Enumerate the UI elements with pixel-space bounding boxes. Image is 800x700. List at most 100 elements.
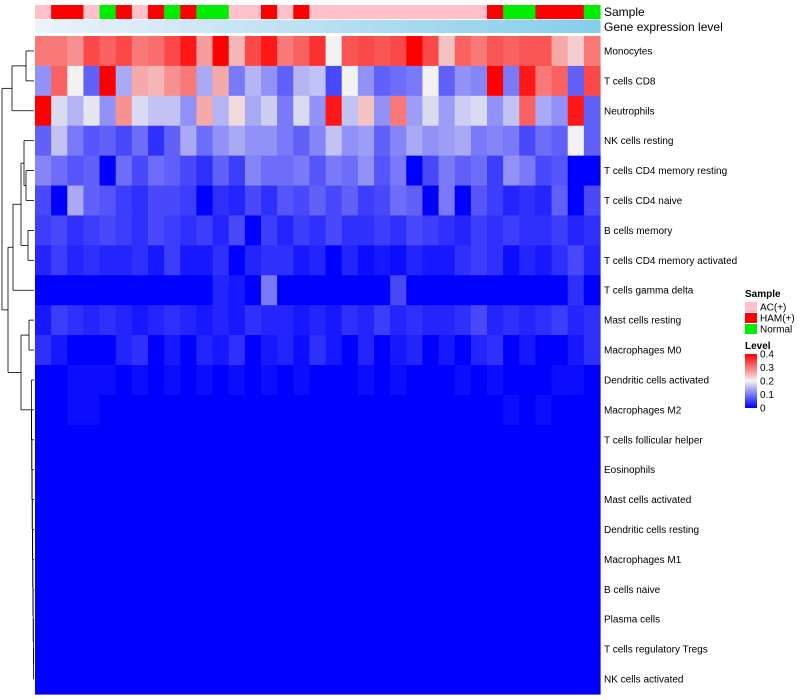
heatmap-cell bbox=[35, 215, 52, 246]
heatmap-cell bbox=[325, 574, 343, 605]
heatmap-cell bbox=[487, 454, 504, 486]
row-label: Plasma cells bbox=[604, 615, 660, 626]
heatmap-cell bbox=[454, 365, 472, 396]
heatmap-cell bbox=[503, 335, 520, 366]
heatmap-cell bbox=[180, 604, 198, 635]
heatmap-cell bbox=[309, 125, 327, 157]
heatmap-cell bbox=[422, 245, 440, 276]
heatmap-cell bbox=[551, 36, 569, 67]
heatmap-cell bbox=[325, 604, 343, 635]
heatmap-cell bbox=[277, 365, 294, 396]
sample-annotation-cell bbox=[567, 5, 585, 19]
heatmap-cell bbox=[293, 275, 311, 306]
heatmap-cell bbox=[583, 604, 601, 635]
row-label: Eosinophils bbox=[604, 465, 655, 476]
heatmap-cell bbox=[325, 95, 343, 127]
heatmap-cell bbox=[438, 544, 456, 575]
heatmap-cell bbox=[374, 365, 391, 396]
heatmap-cell bbox=[244, 125, 262, 157]
heatmap-cell bbox=[374, 424, 391, 456]
heatmap-cell bbox=[115, 215, 133, 246]
heatmap-cell bbox=[164, 215, 181, 246]
heatmap-cell bbox=[325, 664, 343, 695]
heatmap-cell bbox=[422, 125, 440, 157]
heatmap-cell bbox=[51, 95, 68, 127]
heatmap-cell bbox=[374, 664, 391, 695]
heatmap-cell bbox=[487, 634, 504, 665]
heatmap-cell bbox=[277, 454, 294, 486]
heatmap-cell bbox=[583, 424, 601, 456]
heatmap-cell bbox=[535, 514, 553, 546]
sample-annotation-cell bbox=[470, 5, 488, 19]
sample-annotation-cell bbox=[406, 5, 424, 19]
sample-annotation-cell bbox=[131, 5, 149, 19]
heatmap-cell bbox=[567, 574, 585, 605]
heatmap-cell bbox=[341, 275, 359, 306]
heatmap-cell bbox=[148, 544, 165, 575]
level-legend-tick-label: 0.2 bbox=[760, 377, 774, 388]
heatmap-cell bbox=[583, 634, 601, 665]
heatmap-cell bbox=[148, 365, 165, 396]
sample-annotation-cell bbox=[148, 5, 165, 19]
heatmap-cell bbox=[519, 544, 537, 575]
heatmap-cell bbox=[131, 215, 149, 246]
heatmap-cell bbox=[438, 215, 456, 246]
heatmap-cell bbox=[406, 185, 424, 217]
level-legend-tick-label: 0.4 bbox=[760, 350, 774, 361]
heatmap-cell bbox=[390, 305, 407, 336]
heatmap-cell bbox=[309, 484, 327, 516]
heatmap-cell bbox=[228, 36, 246, 67]
heatmap-cell bbox=[519, 454, 537, 486]
heatmap-cell bbox=[567, 95, 585, 127]
row-label: T cells regulatory Tregs bbox=[604, 645, 708, 656]
gene-expression-annotation-cell bbox=[551, 20, 569, 33]
heatmap-cell bbox=[406, 305, 424, 336]
heatmap-cell bbox=[83, 454, 101, 486]
row-label: B cells naive bbox=[604, 585, 661, 596]
heatmap-cell bbox=[357, 275, 375, 306]
sample-legend-swatch bbox=[745, 313, 757, 323]
heatmap-cell bbox=[357, 36, 375, 67]
heatmap-cell bbox=[212, 664, 230, 695]
heatmap-cell bbox=[83, 95, 101, 127]
heatmap-cell bbox=[583, 365, 601, 396]
heatmap-cell bbox=[99, 544, 117, 575]
heatmap-cell bbox=[438, 664, 456, 695]
gene-expression-annotation-cell bbox=[99, 20, 117, 33]
gene-expression-annotation-cell bbox=[438, 20, 456, 33]
heatmap-cell bbox=[438, 185, 456, 217]
heatmap-cell bbox=[309, 215, 327, 246]
gene-expression-annotation-cell bbox=[148, 20, 165, 33]
heatmap-cell bbox=[357, 484, 375, 516]
heatmap-cell bbox=[470, 394, 488, 426]
gene-expression-annotation-cell bbox=[244, 20, 262, 33]
heatmap-cell bbox=[115, 125, 133, 157]
row-label: T cells CD8 bbox=[604, 76, 656, 87]
heatmap-cell bbox=[212, 335, 230, 366]
heatmap-cell bbox=[341, 544, 359, 575]
heatmap-cell bbox=[51, 604, 68, 635]
heatmap-cell bbox=[83, 36, 101, 67]
heatmap-cell bbox=[164, 574, 181, 605]
heatmap-cell bbox=[341, 155, 359, 187]
row-label: T cells CD4 memory activated bbox=[604, 256, 737, 267]
heatmap-cell bbox=[406, 574, 424, 605]
heatmap-cell bbox=[583, 664, 601, 695]
heatmap-cell bbox=[309, 65, 327, 97]
heatmap-cell bbox=[35, 484, 52, 516]
row-label: T cells gamma delta bbox=[604, 286, 694, 297]
heatmap-cell bbox=[180, 335, 198, 366]
heatmap-cell bbox=[503, 664, 520, 695]
heatmap-cell bbox=[535, 454, 553, 486]
heatmap-cell bbox=[148, 65, 165, 97]
heatmap-cell bbox=[212, 544, 230, 575]
heatmap-cell bbox=[551, 544, 569, 575]
row-label: B cells memory bbox=[604, 226, 672, 237]
heatmap-cell bbox=[212, 424, 230, 456]
heatmap-cell bbox=[293, 95, 311, 127]
heatmap-cell bbox=[503, 155, 520, 187]
heatmap-cell bbox=[51, 394, 68, 426]
heatmap-cell bbox=[212, 275, 230, 306]
heatmap-cell bbox=[406, 484, 424, 516]
heatmap-cell bbox=[454, 95, 472, 127]
